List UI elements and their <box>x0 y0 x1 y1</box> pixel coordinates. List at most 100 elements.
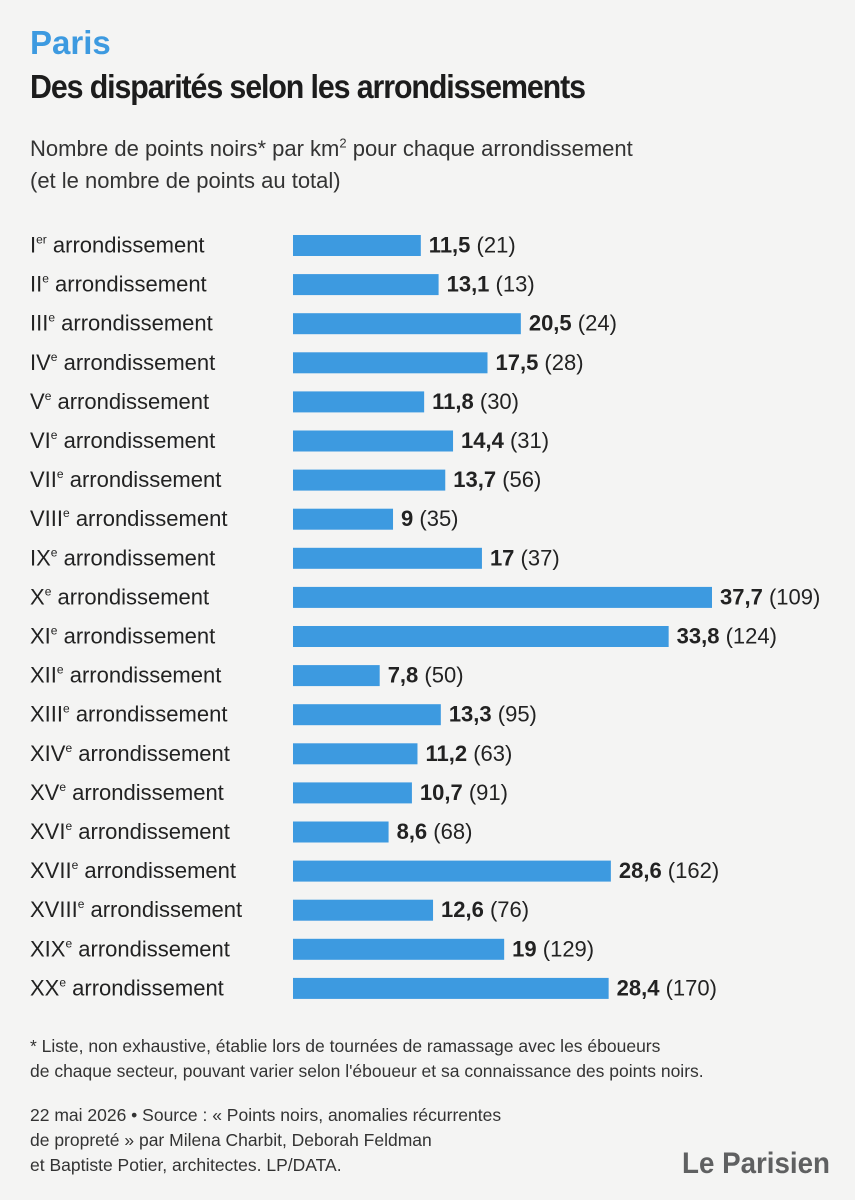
category-label: IXe arrondissement <box>30 545 215 570</box>
data-label: 11,2 (63) <box>425 741 512 766</box>
category-label: XIIIe arrondissement <box>30 702 227 727</box>
total-label: (162) <box>662 858 719 883</box>
le-parisien-logo: Le Parisien <box>682 1147 830 1180</box>
data-label: 14,4 (31) <box>461 428 549 453</box>
value-label: 11,5 <box>429 233 471 258</box>
category-label: XIVe arrondissement <box>30 741 230 766</box>
total-label: (95) <box>492 702 537 727</box>
data-label: 11,5 (21) <box>429 233 516 258</box>
total-label: (56) <box>496 467 541 492</box>
category-label: XIe arrondissement <box>30 624 215 649</box>
bar <box>293 977 609 999</box>
category-label: VIIe arrondissement <box>30 467 221 492</box>
category-label: XIXe arrondissement <box>30 936 230 961</box>
source-line-2: de propreté » par Milena Charbit, Debora… <box>30 1130 432 1150</box>
source-line-3: et Baptiste Potier, architectes. LP/DATA… <box>30 1155 342 1175</box>
bar <box>293 313 521 335</box>
svg-text:Le Parisien: Le Parisien <box>682 1147 830 1180</box>
value-label: 37,7 <box>720 584 763 609</box>
bar <box>293 938 505 960</box>
value-label: 7,8 <box>388 663 419 688</box>
subtitle-line-2: (et le nombre de points au total) <box>30 168 341 193</box>
category-label: IIIe arrondissement <box>30 311 213 336</box>
category-label: IVe arrondissement <box>30 350 215 375</box>
chart-subtitle: Nombre de points noirs* par km2 pour cha… <box>30 133 633 197</box>
value-label: 10,7 <box>420 780 463 805</box>
data-label: 28,6 (162) <box>619 858 719 883</box>
bar <box>293 704 441 726</box>
total-label: (76) <box>484 897 529 922</box>
data-label: 20,5 (24) <box>529 311 617 336</box>
bar <box>293 274 439 296</box>
value-label: 14,4 <box>461 428 505 453</box>
data-label: 13,3 (95) <box>449 702 537 727</box>
value-label: 17 <box>490 545 514 570</box>
subtitle-line-1: Nombre de points noirs* par km2 pour cha… <box>30 133 633 165</box>
total-label: (37) <box>514 545 559 570</box>
value-label: 28,4 <box>617 975 661 1000</box>
bar <box>293 860 611 882</box>
total-label: (30) <box>474 389 519 414</box>
bar <box>293 782 412 804</box>
data-label: 7,8 (50) <box>388 663 464 688</box>
total-label: (21) <box>470 233 515 258</box>
data-label: 17 (37) <box>490 545 560 570</box>
bar <box>293 508 394 530</box>
value-label: 13,3 <box>449 702 492 727</box>
total-label: (68) <box>427 819 472 844</box>
total-label: (35) <box>413 506 458 531</box>
data-label: 8,6 (68) <box>397 819 473 844</box>
category-label: XVe arrondissement <box>30 780 224 805</box>
data-label: 19 (129) <box>512 936 594 961</box>
total-label: (124) <box>719 624 776 649</box>
total-label: (170) <box>659 975 716 1000</box>
value-label: 9 <box>401 506 413 531</box>
category-label: XXe arrondissement <box>30 975 224 1000</box>
footnote-line-2: de chaque secteur, pouvant varier selon … <box>30 1061 704 1081</box>
category-label: XVIIIe arrondissement <box>30 897 242 922</box>
value-label: 17,5 <box>495 350 538 375</box>
data-label: 17,5 (28) <box>495 350 583 375</box>
category-label: VIe arrondissement <box>30 428 215 453</box>
bar <box>293 547 482 569</box>
bar <box>293 430 454 452</box>
total-label: (13) <box>489 272 534 297</box>
bar <box>293 586 712 608</box>
bar <box>293 391 425 413</box>
bar <box>293 665 380 687</box>
value-label: 12,6 <box>441 897 484 922</box>
kicker-label: Paris <box>30 24 111 61</box>
category-label: XVIIe arrondissement <box>30 858 236 883</box>
bar <box>293 626 669 647</box>
subtitle-text-b: pour chaque arrondissement <box>346 136 633 161</box>
data-label: 11,8 (30) <box>432 389 519 414</box>
total-label: (129) <box>537 936 594 961</box>
bar <box>293 821 389 843</box>
subtitle-superscript: 2 <box>339 135 347 151</box>
value-label: 20,5 <box>529 311 572 336</box>
category-label: Xe arrondissement <box>30 584 209 609</box>
total-label: (50) <box>418 663 463 688</box>
category-label: XVIe arrondissement <box>30 819 230 844</box>
bar <box>293 743 418 765</box>
value-label: 8,6 <box>397 819 428 844</box>
bar <box>293 899 434 921</box>
subtitle-text-a: Nombre de points noirs* par km <box>30 136 340 161</box>
bar-chart: Ier arrondissement 11,5 (21) IIe arrondiss… <box>30 233 820 1001</box>
total-label: (31) <box>504 428 549 453</box>
category-label: Ier arrondissement <box>30 233 205 258</box>
bar <box>293 235 421 256</box>
data-label: 12,6 (76) <box>441 897 529 922</box>
value-label: 11,2 <box>425 741 467 766</box>
category-label: IIe arrondissement <box>30 272 207 297</box>
data-label: 28,4 (170) <box>617 975 717 1000</box>
data-label: 13,1 (13) <box>447 272 535 297</box>
category-label: VIIIe arrondissement <box>30 506 227 531</box>
footnote: * Liste, non exhaustive, établie lors de… <box>30 1034 830 1084</box>
data-label: 13,7 (56) <box>453 467 541 492</box>
bar <box>293 469 446 491</box>
value-label: 13,1 <box>447 272 490 297</box>
category-label: Ve arrondissement <box>30 389 209 414</box>
footnote-line-1: * Liste, non exhaustive, établie lors de… <box>30 1036 661 1056</box>
value-label: 11,8 <box>432 389 474 414</box>
